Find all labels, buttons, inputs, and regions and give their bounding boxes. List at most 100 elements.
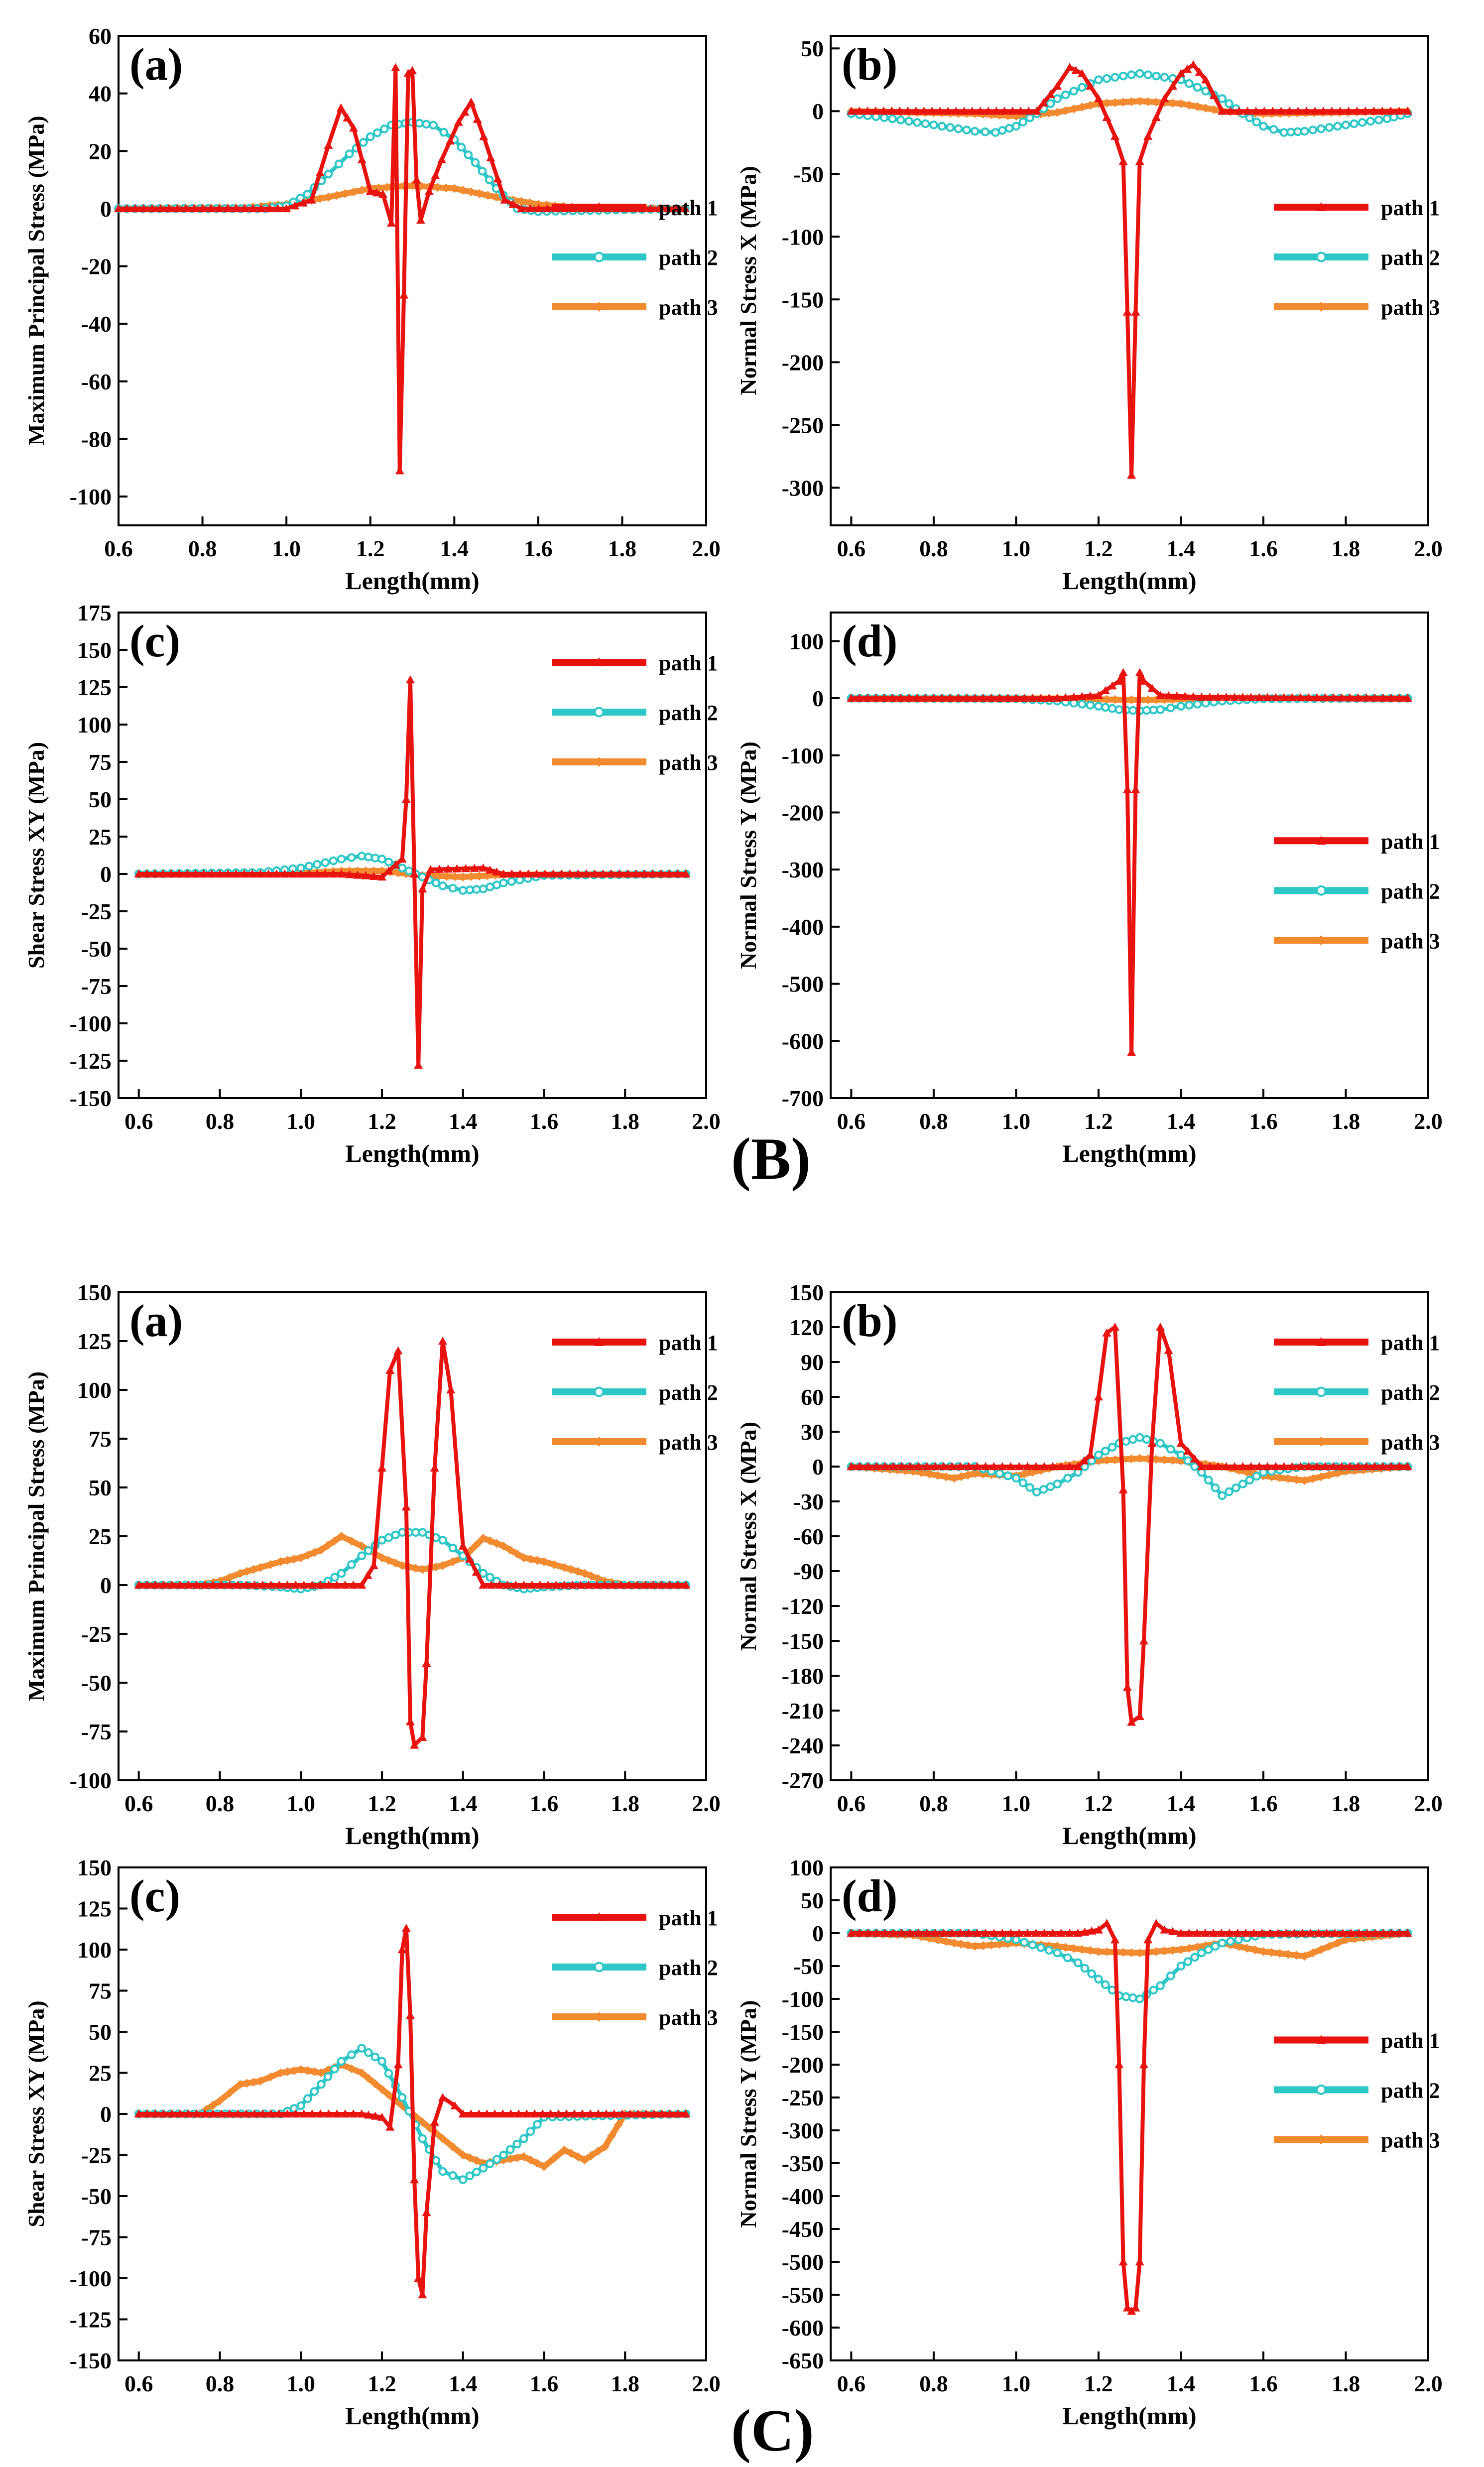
data-point [1190,1953,1199,1962]
data-point [1346,1929,1356,1937]
data-point [208,2109,218,2118]
data-point [573,869,583,878]
data-point [371,854,380,863]
data-point [1310,107,1320,115]
data-point [359,138,368,147]
data-point [1403,694,1412,702]
panel-label: (a) [129,39,183,90]
data-point [1176,1945,1186,1954]
data-point [366,132,375,141]
data-point [1257,1929,1267,1937]
data-point [412,175,421,184]
data-point [946,694,955,702]
data-point [539,2162,549,2171]
data-point [1111,1455,1120,1465]
data-point [912,118,922,127]
data-point [1016,107,1025,115]
data-point [1061,693,1070,702]
data-point [330,1573,339,1582]
data-point [357,185,367,195]
data-point [941,1472,951,1481]
data-point [549,1560,559,1569]
y-axis-label: Normal Stress Y (MPa) [736,2000,761,2228]
data-point [1122,2303,1132,2312]
data-point [1101,1447,1110,1456]
data-point [349,123,358,132]
data-point [1122,307,1132,316]
y-tick-label: -125 [70,2307,112,2333]
data-point [681,869,691,878]
data-point [1039,98,1048,107]
data-point [1183,1957,1193,1966]
data-point [538,2109,547,2118]
chart-B-b: 0.6 0.8 1.0 1.2 1.4 1.6 1.8 2.0 50 0 -50 -100 -150 -2… [736,35,1443,595]
data-point [997,1929,1007,1937]
data-point [1065,1929,1074,1937]
data-point [364,853,373,862]
data-point [976,107,985,115]
y-tick-label: -300 [782,2118,824,2143]
data-point [422,2208,431,2217]
legend-marker [594,302,604,312]
data-point [448,2171,458,2180]
data-point [1238,1462,1247,1471]
data-point [1111,131,1120,140]
data-point [930,1929,940,1937]
x-axis-label: Length(mm) [1062,1139,1196,1167]
chart-C-a: 0.6 0.8 1.0 1.2 1.4 1.6 1.8 2.0 150 125 100 75 50 25 0… [23,1280,721,1850]
data-point [871,694,881,702]
x-tick-label: 0.6 [837,1791,866,1816]
data-point [1139,1636,1148,1645]
data-point [546,2109,555,2118]
data-point [1218,107,1227,115]
data-point [879,694,889,702]
data-point [490,2109,499,2118]
data-point [1135,668,1144,676]
data-point [1151,1455,1161,1464]
data-point [430,2117,439,2126]
data-point [435,864,444,873]
data-point [505,2154,515,2164]
data-point [397,1945,407,1954]
data-point [384,1556,393,1565]
data-point [594,2109,603,2118]
data-point [1168,1456,1177,1465]
data-point [657,1581,666,1589]
data-point [378,190,387,198]
data-point [357,155,367,163]
data-point [1185,79,1194,88]
data-point [466,2109,476,2118]
data-point [855,1929,865,1937]
data-point [1127,1048,1136,1056]
y-tick-label: 100 [789,1855,824,1880]
data-point [486,153,495,161]
data-point [1011,1474,1021,1483]
data-point [665,1581,674,1589]
data-point [543,1581,553,1589]
data-point [341,2109,350,2118]
data-point [1044,694,1054,702]
data-point [200,1581,210,1589]
data-point [946,123,955,132]
data-point [1025,1483,1034,1492]
y-tick-label: -250 [782,412,824,438]
data-point [499,878,508,887]
data-point [615,869,624,878]
data-point [870,107,880,115]
data-point [587,1571,596,1581]
data-point [431,2156,441,2165]
data-point [1135,1948,1144,1958]
y-tick-label: -300 [782,857,824,882]
data-point [1101,1980,1110,1989]
y-tick-label: -50 [793,1954,824,1979]
data-point [1003,1471,1012,1480]
y-tick-label: -25 [81,1621,112,1647]
data-point [1275,1473,1285,1482]
data-point [973,1462,982,1471]
x-tick-label: 1.4 [449,2371,478,2396]
data-point [1019,694,1029,702]
plot-frame [830,612,1429,1099]
data-point [904,117,914,126]
data-point [150,2109,160,2118]
data-point [258,1581,267,1589]
